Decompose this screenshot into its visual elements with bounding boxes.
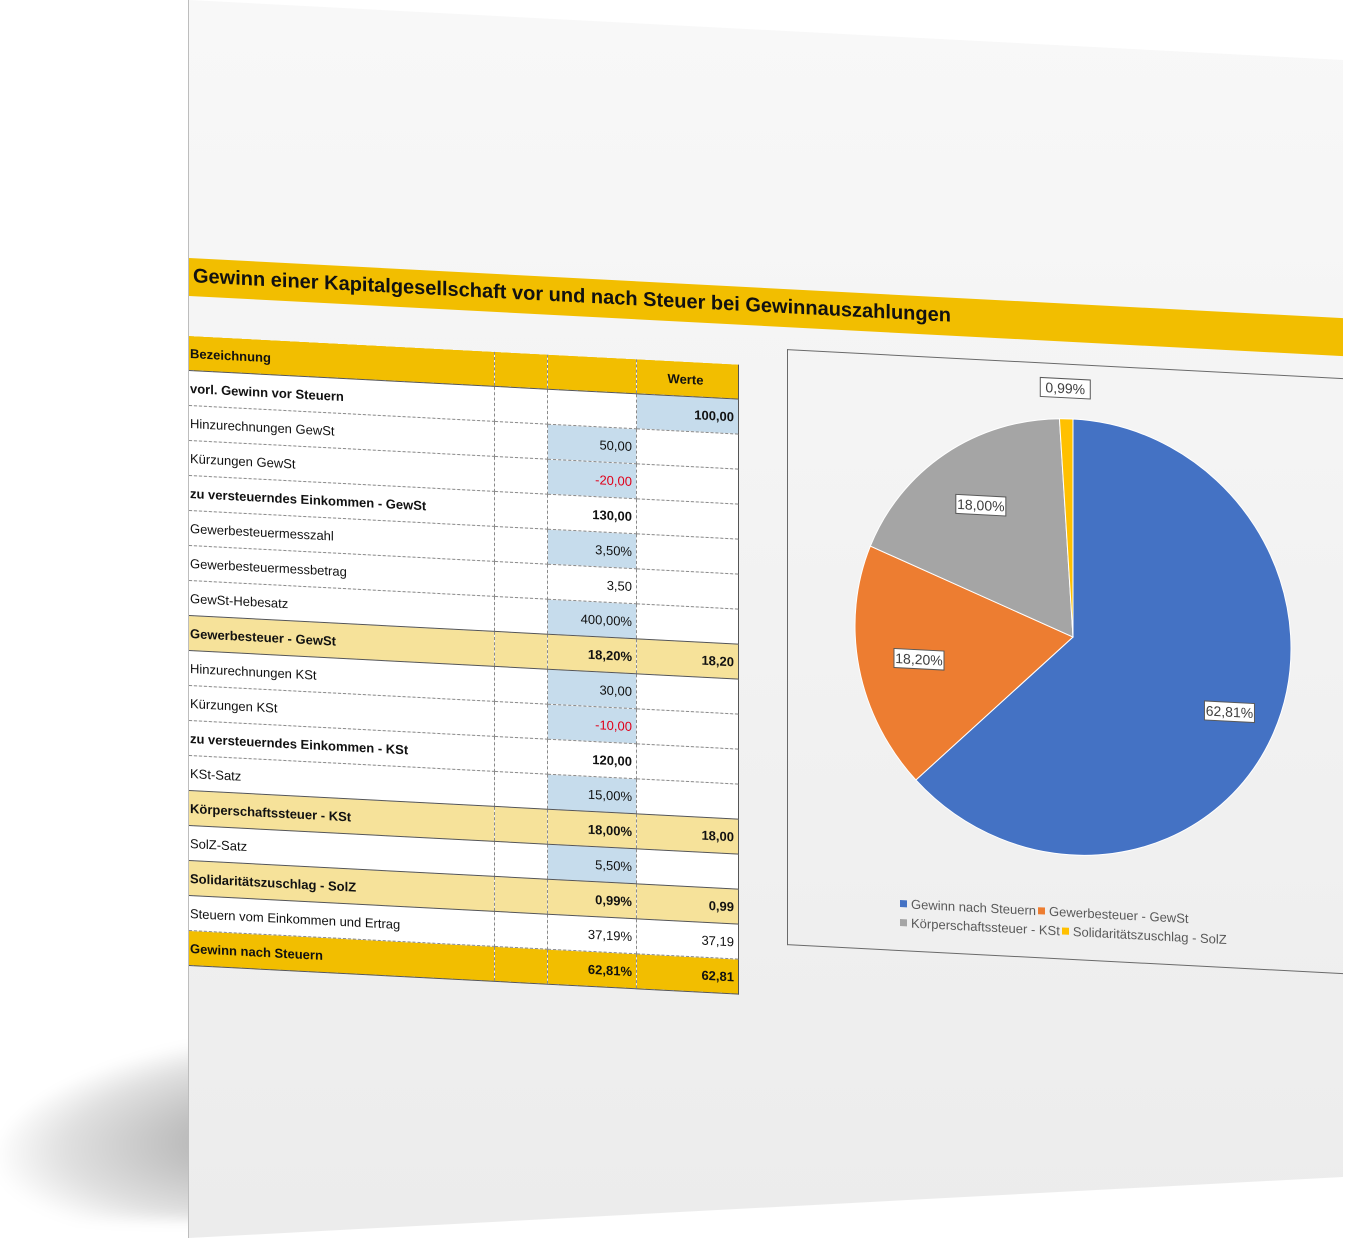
row-rate-cell[interactable]: 30,00 xyxy=(547,669,637,709)
row-value-cell[interactable]: 18,20 xyxy=(636,638,739,680)
empty-cell[interactable] xyxy=(494,491,548,530)
pie-data-label: 18,00% xyxy=(955,493,1007,517)
row-rate-cell[interactable]: 0,99% xyxy=(547,879,637,919)
header-empty-cell xyxy=(547,354,637,394)
pie-data-label: 18,20% xyxy=(893,647,945,671)
row-rate-cell[interactable]: 400,00% xyxy=(547,599,637,639)
row-rate-cell[interactable]: -20,00 xyxy=(547,459,637,499)
calculation-table: Bezeichnung Werte vorl. Gewinn vor Steue… xyxy=(189,336,739,995)
row-value-cell[interactable] xyxy=(636,498,739,540)
empty-cell[interactable] xyxy=(494,421,548,460)
pie-data-label: 62,81% xyxy=(1203,700,1255,724)
legend-label: Solidaritätszuschlag - SolZ xyxy=(1072,924,1227,948)
row-value-cell[interactable] xyxy=(636,603,739,645)
pie-data-label: 0,99% xyxy=(1039,376,1091,400)
row-rate-cell[interactable] xyxy=(547,389,637,429)
row-rate-cell[interactable]: 130,00 xyxy=(547,494,637,534)
row-value-cell[interactable] xyxy=(636,848,739,890)
svg-text:18,20%: 18,20% xyxy=(895,650,942,668)
legend-swatch xyxy=(900,900,907,908)
svg-text:0,99%: 0,99% xyxy=(1045,379,1085,397)
legend-swatch xyxy=(1061,927,1069,935)
row-rate-cell[interactable]: 18,00% xyxy=(547,809,637,849)
legend-swatch xyxy=(900,919,907,927)
empty-cell[interactable] xyxy=(494,876,548,915)
legend-swatch xyxy=(1038,907,1046,915)
row-rate-cell[interactable]: 18,20% xyxy=(547,634,637,674)
row-rate-cell[interactable]: 120,00 xyxy=(547,739,637,779)
row-value-cell[interactable] xyxy=(636,463,739,505)
row-rate-cell[interactable]: 37,19% xyxy=(547,914,637,954)
empty-cell[interactable] xyxy=(494,631,548,670)
page-edge xyxy=(188,0,189,1238)
page-title: Gewinn einer Kapitalgesellschaft vor und… xyxy=(193,265,951,327)
legend-label: Körperschaftssteuer - KSt xyxy=(911,915,1060,939)
row-value-cell[interactable] xyxy=(636,708,739,750)
row-rate-cell[interactable]: 5,50% xyxy=(547,844,637,884)
row-rate-cell[interactable]: -10,00 xyxy=(547,704,637,744)
row-rate-cell[interactable]: 3,50% xyxy=(547,529,637,569)
pie-slice[interactable] xyxy=(1058,418,1074,638)
pie-slice[interactable] xyxy=(869,409,1074,638)
row-rate-cell[interactable]: 3,50 xyxy=(547,564,637,604)
pie-chart-area[interactable]: 62,81% 18,20% 18,00% 0,99% Gewinn nach Steu… xyxy=(787,349,1343,975)
empty-cell[interactable] xyxy=(494,806,548,845)
empty-cell[interactable] xyxy=(494,946,548,985)
row-value-cell[interactable] xyxy=(636,568,739,610)
pie-chart: 62,81% 18,20% 18,00% 0,99% xyxy=(854,376,1292,867)
row-rate-cell[interactable]: 15,00% xyxy=(547,774,637,814)
row-value-cell[interactable]: 100,00 xyxy=(636,393,739,435)
empty-cell[interactable] xyxy=(494,456,548,495)
empty-cell[interactable] xyxy=(494,911,548,950)
empty-cell[interactable] xyxy=(494,701,548,740)
row-value-cell[interactable] xyxy=(636,673,739,715)
legend-item[interactable]: Körperschaftssteuer - KSt xyxy=(900,915,1060,938)
empty-cell[interactable] xyxy=(494,771,548,810)
worksheet-content: Gewinn einer Kapitalgesellschaft vor und… xyxy=(189,0,1343,1238)
pie-slice[interactable] xyxy=(915,411,1292,867)
svg-text:62,81%: 62,81% xyxy=(1206,703,1253,721)
worksheet-page: Gewinn einer Kapitalgesellschaft vor und… xyxy=(189,0,1343,1238)
legend-item[interactable]: Solidaritätszuschlag - SolZ xyxy=(1061,923,1227,948)
svg-text:18,00%: 18,00% xyxy=(957,496,1004,514)
empty-cell[interactable] xyxy=(494,596,548,635)
row-rate-cell[interactable]: 62,81% xyxy=(547,949,637,989)
row-value-cell[interactable]: 37,19 xyxy=(636,918,739,960)
row-value-cell[interactable] xyxy=(636,533,739,575)
empty-cell[interactable] xyxy=(494,666,548,705)
row-value-cell[interactable] xyxy=(636,428,739,470)
row-value-cell[interactable] xyxy=(636,743,739,785)
row-value-cell[interactable] xyxy=(636,778,739,820)
empty-cell[interactable] xyxy=(494,841,548,880)
header-values: Werte xyxy=(636,359,739,400)
empty-cell[interactable] xyxy=(494,526,548,565)
empty-cell[interactable] xyxy=(494,736,548,775)
row-rate-cell[interactable]: 50,00 xyxy=(547,424,637,464)
row-value-cell[interactable]: 18,00 xyxy=(636,813,739,855)
empty-cell[interactable] xyxy=(494,386,548,425)
row-value-cell[interactable]: 0,99 xyxy=(636,883,739,925)
pie-slice[interactable] xyxy=(854,545,1074,788)
empty-cell[interactable] xyxy=(494,561,548,600)
row-value-cell[interactable]: 62,81 xyxy=(636,953,739,995)
title-bar: Gewinn einer Kapitalgesellschaft vor und… xyxy=(189,258,1343,357)
header-empty-cell xyxy=(494,351,548,390)
